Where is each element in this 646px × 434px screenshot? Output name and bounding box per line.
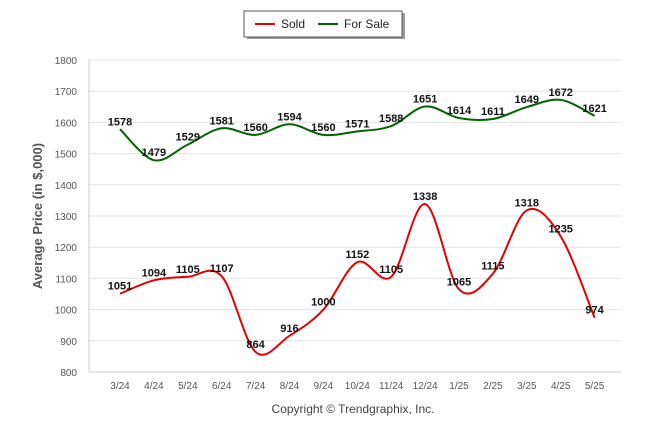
series-lines (119, 98, 596, 356)
data-label-sold-11-24: 1105 (379, 264, 403, 276)
data-label-sold-9-24: 1000 (311, 297, 335, 309)
data-label-sold-5-24: 1105 (176, 264, 200, 276)
data-label-sold-8-24: 916 (280, 323, 298, 335)
data-label-sold-10-24: 1152 (345, 249, 369, 261)
data-label-for-sale-1-25: 1614 (447, 105, 472, 117)
data-label-for-sale-3-24: 1578 (108, 116, 132, 128)
data-label-sold-5-25: 974 (585, 305, 604, 317)
y-tick-label-1600: 1600 (55, 118, 78, 129)
x-tick-label-11-24: 11/24 (379, 381, 404, 392)
y-tick-label-1800: 1800 (55, 56, 78, 67)
x-axis: 3/24 4/24 5/24 6/24 7/24 8/24 9/24 10/24 11/24 12… (89, 371, 621, 392)
data-label-sold-6-24: 1107 (210, 263, 234, 275)
y-tick-label-800: 800 (60, 368, 77, 379)
y-tick-label-1200: 1200 (55, 243, 78, 254)
data-label-sold-3-25: 1318 (515, 197, 539, 209)
data-label-for-sale-5-25: 1621 (582, 103, 606, 115)
data-label-for-sale-5-24: 1529 (176, 132, 200, 144)
data-label-for-sale-2-25: 1611 (481, 106, 505, 118)
data-labels: 1051 1094 1105 1107 864 916 1000 1152 1105 1338 10… (108, 87, 607, 351)
data-label-sold-3-24: 1051 (108, 281, 132, 293)
x-tick-label-1-25: 1/25 (449, 381, 469, 392)
data-label-for-sale-7-24: 1560 (243, 122, 267, 134)
data-label-for-sale-12-24: 1651 (413, 93, 437, 105)
x-tick-label-5-25: 5/25 (585, 381, 605, 392)
data-label-for-sale-4-25: 1672 (548, 87, 572, 99)
y-tick-label-1100: 1100 (55, 274, 77, 285)
data-label-for-sale-10-24: 1571 (345, 118, 369, 130)
legend: Sold For Sale (243, 10, 405, 39)
legend-label-sold: Sold (281, 17, 305, 31)
x-tick-label-3-24: 3/24 (110, 381, 130, 392)
x-tick-label-10-24: 10/24 (345, 381, 370, 392)
data-label-sold-7-24: 864 (246, 339, 265, 351)
x-tick-label-5-24: 5/24 (178, 381, 198, 392)
series-line-for-sale (119, 98, 596, 162)
data-label-for-sale-3-25: 1649 (515, 94, 539, 106)
x-tick-label-4-25: 4/25 (551, 381, 571, 392)
legend-label-for-sale: For Sale (344, 17, 390, 31)
x-tick-label-6-24: 6/24 (212, 381, 232, 392)
y-axis: 800 900 1000 1100 1200 1300 1400 1500 1600 1700 18… (55, 56, 90, 379)
data-label-for-sale-11-24: 1588 (379, 113, 403, 125)
data-label-sold-4-25: 1235 (548, 223, 572, 235)
x-tick-label-8-24: 8/24 (280, 381, 300, 392)
data-label-sold-12-24: 1338 (413, 191, 437, 203)
x-tick-label-2-25: 2/25 (483, 381, 503, 392)
y-tick-label-1000: 1000 (55, 306, 78, 317)
data-label-for-sale-8-24: 1594 (277, 111, 302, 123)
data-label-for-sale-9-24: 1560 (311, 122, 335, 134)
x-tick-label-12-24: 12/24 (413, 381, 438, 392)
copyright-text: Copyright © Trendgraphix, Inc. (272, 402, 435, 416)
y-tick-label-1400: 1400 (55, 181, 78, 192)
grid-lines (89, 59, 621, 373)
y-tick-label-900: 900 (60, 337, 77, 348)
x-tick-label-7-24: 7/24 (246, 381, 266, 392)
series-line-sold (119, 203, 596, 356)
y-axis-title: Average Price (in $,000) (30, 143, 45, 289)
data-label-sold-2-25: 1115 (481, 261, 504, 273)
data-label-for-sale-6-24: 1581 (209, 115, 233, 127)
data-label-sold-4-24: 1094 (142, 267, 167, 279)
y-tick-label-1700: 1700 (55, 87, 78, 98)
data-label-for-sale-4-24: 1479 (142, 147, 166, 159)
x-tick-label-9-24: 9/24 (314, 381, 334, 392)
x-tick-label-4-24: 4/24 (144, 381, 164, 392)
y-tick-label-1500: 1500 (55, 150, 78, 161)
y-tick-label-1300: 1300 (55, 212, 78, 223)
x-tick-label-3-25: 3/25 (517, 381, 537, 392)
data-label-sold-1-25: 1065 (447, 276, 471, 288)
